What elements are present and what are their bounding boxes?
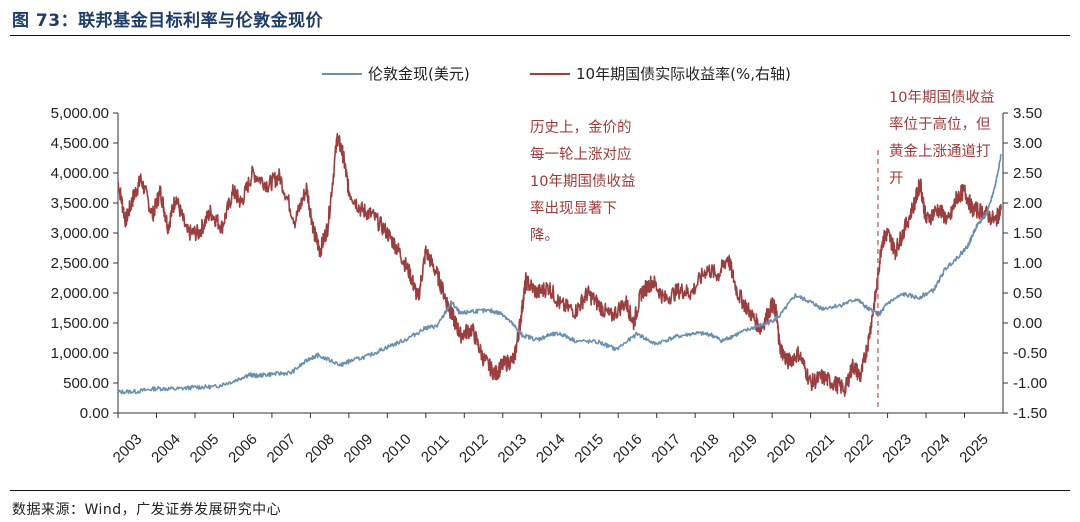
x-tick-label: 2022 — [841, 431, 877, 467]
x-tick-label: 2015 — [571, 431, 607, 467]
x-tick-label: 2016 — [610, 431, 646, 467]
x-tick-label: 2018 — [687, 431, 723, 467]
right-tick-label: 1.00 — [1013, 255, 1042, 272]
series-line-gold-price — [117, 154, 1002, 395]
left-tick-label: 1,500.00 — [51, 315, 109, 332]
left-tick-label: 3,500.00 — [51, 195, 109, 212]
annotation-right-line: 黄金上涨通道打 — [889, 143, 991, 160]
title-rule — [10, 35, 1070, 36]
x-tick-label: 2017 — [648, 431, 684, 467]
annotation-left-line: 10年期国债收益 — [530, 173, 635, 190]
x-tick-label: 2010 — [379, 431, 415, 467]
left-tick-label: 5,000.00 — [51, 105, 109, 122]
x-tick-label: 2024 — [918, 431, 954, 467]
annotation-left-line: 历史上，金价的 — [530, 119, 632, 136]
x-tick-label: 2013 — [495, 431, 531, 467]
left-tick-label: 500.00 — [63, 375, 109, 392]
left-tick-label: 4,500.00 — [51, 135, 109, 152]
right-tick-label: 0.50 — [1013, 285, 1042, 302]
annotation-right-line: 10年期国债收益 — [889, 89, 994, 106]
x-tick-label: 2020 — [764, 431, 800, 467]
series-line-real-yield — [117, 132, 1002, 397]
left-tick-label: 2,000.00 — [51, 285, 109, 302]
source-rule — [10, 490, 1070, 491]
x-tick-label: 2004 — [148, 431, 184, 467]
x-tick-label: 2003 — [110, 431, 146, 467]
x-tick-label: 2005 — [187, 431, 223, 467]
dual-axis-line-chart: 0.00 500.00 1,000.00 1,500.00 2,000.00 2,500.… — [51, 65, 1048, 467]
figure-title: 图 73：联邦基金目标利率与伦敦金现价 — [12, 11, 324, 31]
x-tick-label: 2014 — [533, 431, 569, 467]
right-tick-label: 2.00 — [1013, 195, 1042, 212]
x-tick-label: 2011 — [418, 431, 453, 466]
right-tick-label: -0.50 — [1013, 345, 1047, 362]
right-tick-label: 3.50 — [1013, 105, 1042, 122]
source-note: 数据来源：Wind，广发证券发展研究中心 — [12, 502, 282, 518]
annotation-right-line: 开 — [889, 171, 904, 187]
left-tick-label: 0.00 — [80, 405, 109, 422]
x-tick-label: 2007 — [264, 431, 300, 467]
right-tick-label: -1.50 — [1013, 405, 1047, 422]
right-tick-label: 0.00 — [1013, 315, 1042, 332]
legend-label-yield: 10年期国债实际收益率(%,右轴) — [576, 65, 791, 83]
right-tick-label: 3.00 — [1013, 135, 1042, 152]
annotation-left-line: 每一轮上涨对应 — [530, 145, 632, 163]
x-tick-label: 2019 — [725, 431, 761, 467]
legend-label-gold: 伦敦金现(美元) — [368, 65, 470, 83]
left-tick-label: 3,000.00 — [51, 225, 109, 242]
left-tick-label: 4,000.00 — [51, 165, 109, 182]
x-tick-label: 2009 — [341, 431, 377, 467]
left-tick-label: 1,000.00 — [51, 345, 109, 362]
x-tick-label: 2021 — [802, 431, 838, 467]
right-tick-label: -1.00 — [1013, 375, 1047, 392]
x-tick-label: 2006 — [225, 431, 261, 467]
right-tick-label: 2.50 — [1013, 165, 1042, 182]
x-tick-label: 2008 — [302, 431, 338, 467]
x-tick-label: 2023 — [879, 431, 915, 467]
left-tick-label: 2,500.00 — [51, 255, 109, 272]
x-tick-label: 2012 — [456, 431, 492, 467]
right-tick-label: 1.50 — [1013, 225, 1042, 242]
annotation-left-line: 率出现显著下 — [530, 200, 617, 217]
annotation-left-line: 降。 — [530, 227, 559, 244]
annotation-right-line: 率位于高位，但 — [889, 116, 991, 133]
x-tick-label: 2025 — [956, 431, 992, 467]
